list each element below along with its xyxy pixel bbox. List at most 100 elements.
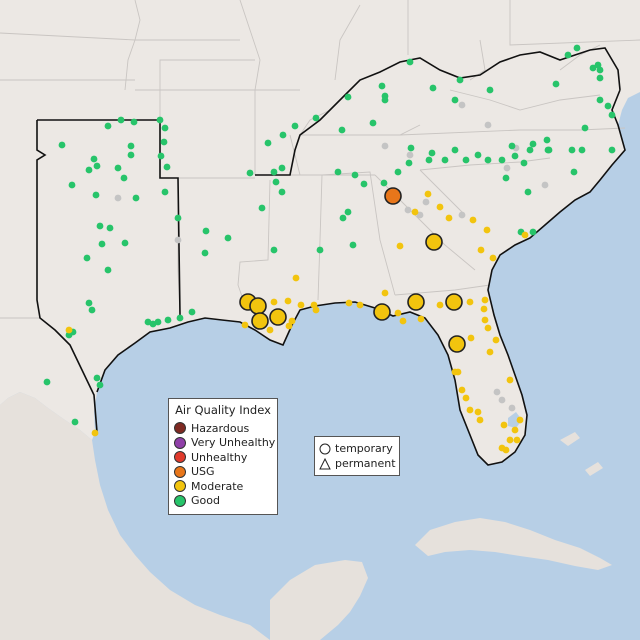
station-marker-moderate[interactable]: [436, 203, 444, 211]
monitor-marker-moderate-large[interactable]: [269, 308, 287, 326]
station-marker-good[interactable]: [608, 111, 616, 119]
station-marker-good[interactable]: [484, 156, 492, 164]
station-marker-good[interactable]: [264, 139, 272, 147]
station-marker-good[interactable]: [96, 222, 104, 230]
station-marker-moderate[interactable]: [476, 416, 484, 424]
station-marker-moderate[interactable]: [445, 214, 453, 222]
station-marker-gray[interactable]: [503, 164, 511, 172]
station-marker-good[interactable]: [201, 249, 209, 257]
station-marker-moderate[interactable]: [498, 444, 506, 452]
station-marker-good[interactable]: [163, 163, 171, 171]
station-marker-moderate[interactable]: [462, 394, 470, 402]
station-marker-gray[interactable]: [458, 211, 466, 219]
station-marker-good[interactable]: [202, 227, 210, 235]
monitor-marker-moderate-large[interactable]: [445, 293, 463, 311]
station-marker-good[interactable]: [161, 188, 169, 196]
station-marker-moderate[interactable]: [458, 386, 466, 394]
station-marker-moderate[interactable]: [513, 436, 521, 444]
station-marker-good[interactable]: [568, 146, 576, 154]
station-marker-good[interactable]: [270, 168, 278, 176]
station-marker-good[interactable]: [498, 156, 506, 164]
station-marker-good[interactable]: [581, 124, 589, 132]
station-marker-moderate[interactable]: [484, 324, 492, 332]
station-marker-good[interactable]: [161, 124, 169, 132]
monitor-marker-moderate-large[interactable]: [249, 297, 267, 315]
station-marker-good[interactable]: [127, 142, 135, 150]
station-marker-moderate[interactable]: [381, 289, 389, 297]
station-marker-good[interactable]: [596, 66, 604, 74]
station-marker-gray[interactable]: [498, 396, 506, 404]
station-marker-good[interactable]: [104, 266, 112, 274]
station-marker-good[interactable]: [258, 204, 266, 212]
station-marker-good[interactable]: [486, 86, 494, 94]
station-marker-good[interactable]: [106, 224, 114, 232]
station-marker-good[interactable]: [157, 152, 165, 160]
station-marker-good[interactable]: [188, 308, 196, 316]
station-marker-moderate[interactable]: [292, 274, 300, 282]
station-marker-good[interactable]: [85, 166, 93, 174]
station-marker-moderate[interactable]: [285, 322, 293, 330]
station-marker-good[interactable]: [573, 44, 581, 52]
station-marker-good[interactable]: [349, 241, 357, 249]
station-marker-moderate[interactable]: [417, 315, 425, 323]
station-marker-moderate[interactable]: [481, 296, 489, 304]
station-marker-good[interactable]: [596, 74, 604, 82]
station-marker-good[interactable]: [570, 168, 578, 176]
station-marker-good[interactable]: [544, 146, 552, 154]
station-marker-good[interactable]: [174, 214, 182, 222]
monitor-marker-moderate-large[interactable]: [251, 312, 269, 330]
station-marker-gray[interactable]: [458, 101, 466, 109]
station-marker-good[interactable]: [502, 174, 510, 182]
station-marker-good[interactable]: [589, 64, 597, 72]
station-marker-good[interactable]: [93, 162, 101, 170]
station-marker-moderate[interactable]: [411, 208, 419, 216]
station-marker-good[interactable]: [92, 191, 100, 199]
station-marker-moderate[interactable]: [451, 368, 459, 376]
station-marker-good[interactable]: [272, 178, 280, 186]
station-marker-gray[interactable]: [493, 388, 501, 396]
station-marker-good[interactable]: [312, 114, 320, 122]
station-marker-gray[interactable]: [114, 194, 122, 202]
station-marker-good[interactable]: [132, 194, 140, 202]
station-marker-good[interactable]: [88, 306, 96, 314]
station-marker-moderate[interactable]: [480, 305, 488, 313]
station-marker-good[interactable]: [68, 181, 76, 189]
station-marker-good[interactable]: [407, 144, 415, 152]
station-marker-moderate[interactable]: [91, 429, 99, 437]
station-marker-moderate[interactable]: [288, 317, 296, 325]
station-marker-good[interactable]: [508, 142, 516, 150]
station-marker-moderate[interactable]: [489, 254, 497, 262]
station-marker-moderate[interactable]: [521, 231, 529, 239]
station-marker-good[interactable]: [117, 116, 125, 124]
monitor-marker-moderate-large[interactable]: [407, 293, 425, 311]
station-marker-moderate[interactable]: [492, 336, 500, 344]
station-marker-good[interactable]: [441, 156, 449, 164]
station-marker-good[interactable]: [429, 84, 437, 92]
station-marker-good[interactable]: [270, 246, 278, 254]
station-marker-good[interactable]: [98, 240, 106, 248]
station-marker-moderate[interactable]: [396, 242, 404, 250]
station-marker-gray[interactable]: [416, 211, 424, 219]
station-marker-moderate[interactable]: [284, 297, 292, 305]
station-marker-moderate[interactable]: [486, 348, 494, 356]
station-marker-good[interactable]: [224, 234, 232, 242]
station-marker-good[interactable]: [474, 151, 482, 159]
station-marker-good[interactable]: [344, 93, 352, 101]
monitor-marker-moderate-large[interactable]: [448, 335, 466, 353]
station-marker-good[interactable]: [608, 146, 616, 154]
station-marker-good[interactable]: [246, 169, 254, 177]
station-marker-good[interactable]: [596, 96, 604, 104]
station-marker-good[interactable]: [529, 140, 537, 148]
station-marker-gray[interactable]: [381, 142, 389, 150]
station-marker-good[interactable]: [121, 239, 129, 247]
station-marker-good[interactable]: [529, 228, 537, 236]
station-marker-good[interactable]: [338, 126, 346, 134]
station-marker-good[interactable]: [127, 151, 135, 159]
station-marker-moderate[interactable]: [312, 306, 320, 314]
station-marker-good[interactable]: [164, 316, 172, 324]
station-marker-moderate[interactable]: [65, 326, 73, 334]
station-marker-good[interactable]: [520, 159, 528, 167]
station-marker-moderate[interactable]: [345, 299, 353, 307]
station-marker-moderate[interactable]: [297, 301, 305, 309]
